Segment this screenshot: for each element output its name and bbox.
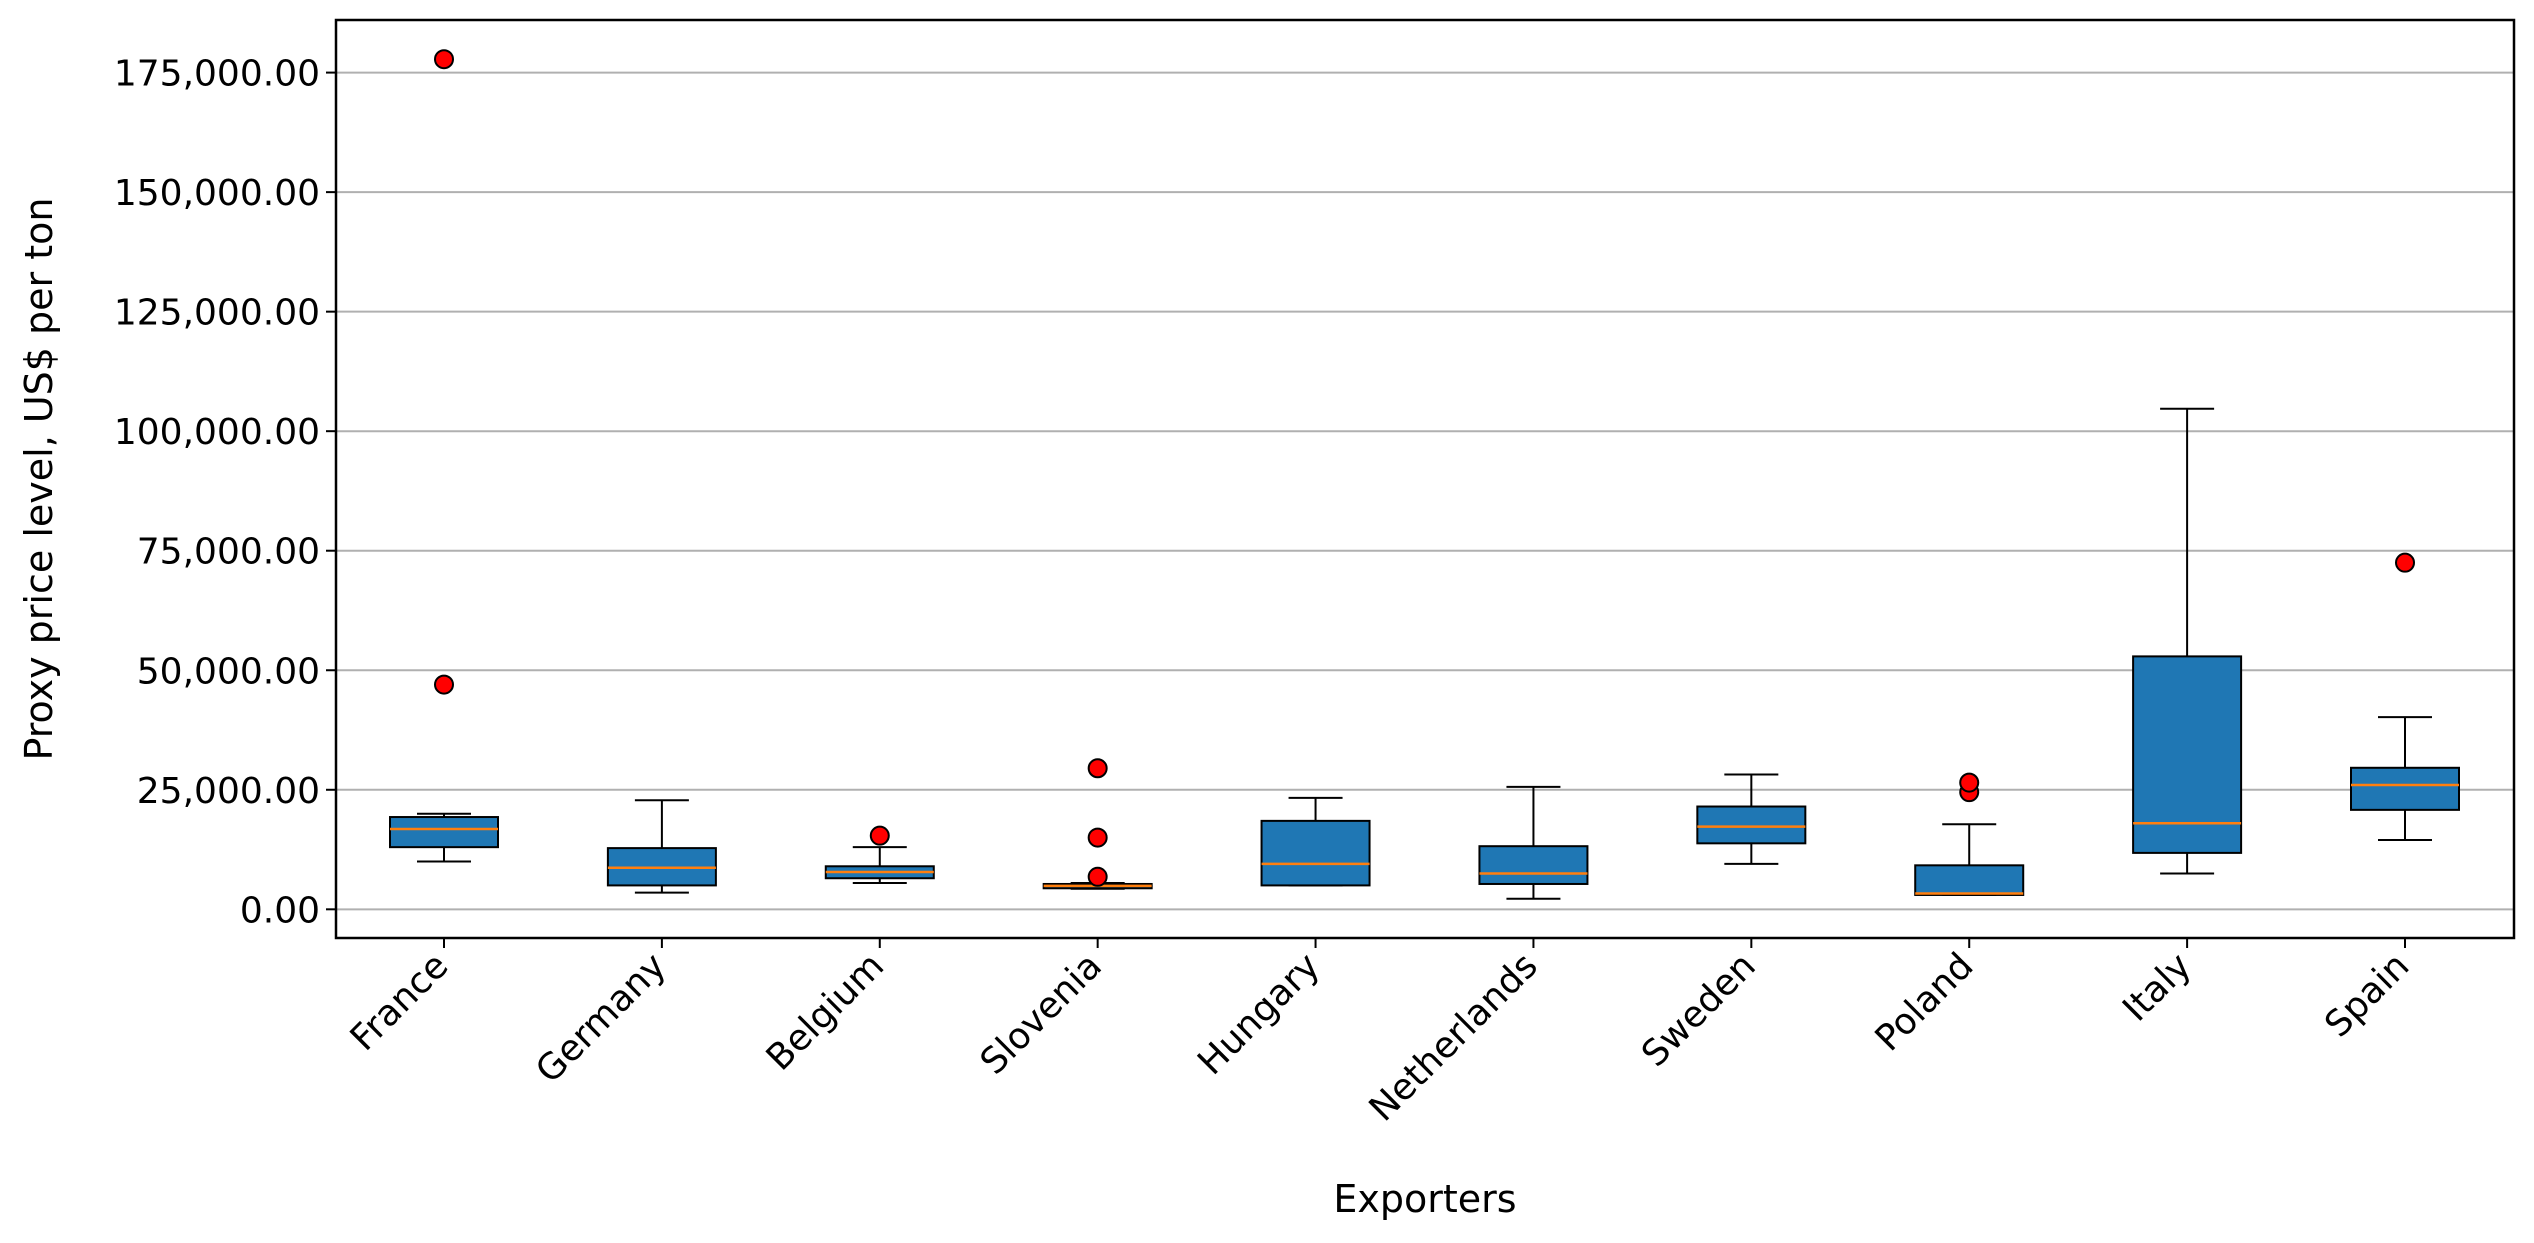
x-tick-label-belgium: Belgium <box>759 945 892 1078</box>
y-tick-label: 100,000.00 <box>114 412 320 453</box>
outlier-point <box>1087 758 1108 779</box>
outlier-point <box>2395 552 2415 573</box>
box-iqr <box>2350 766 2460 811</box>
box-group-sweden <box>1696 773 1807 865</box>
y-tick-label: 175,000.00 <box>114 54 320 95</box>
box-group-slovenia <box>1042 758 1153 890</box>
y-tick-label: 50,000.00 <box>137 651 320 692</box>
axis-layer: 0.00 25,000.00 50,000.00 75,000.00 100,000.0… <box>114 54 2417 1130</box>
box-iqr <box>389 816 499 849</box>
x-tick-label-netherlands: Netherlands <box>1362 945 1546 1129</box>
y-axis-label: Proxy price level, US$ per ton <box>17 198 61 761</box>
outlier-point <box>434 49 454 70</box>
grid-layer <box>336 71 2514 911</box>
outlier-point <box>1087 866 1108 887</box>
outlier-point <box>869 825 890 846</box>
y-tick-label: 0.00 <box>240 890 320 931</box>
box-layer <box>389 49 2460 900</box>
box-iqr <box>1696 805 1807 845</box>
box-iqr <box>1478 845 1589 885</box>
y-tick-label: 75,000.00 <box>137 532 320 573</box>
y-tick-label: 150,000.00 <box>114 173 320 214</box>
box-group-germany <box>606 799 717 894</box>
box-group-poland <box>1914 772 2025 896</box>
x-tick-label-slovenia: Slovenia <box>973 945 1110 1082</box>
x-tick-label-france: France <box>343 945 457 1059</box>
x-axis-label: Exporters <box>1333 1177 1516 1221</box>
plot-frame <box>334 18 2516 940</box>
box-group-netherlands <box>1478 785 1589 900</box>
box-iqr <box>1260 819 1371 887</box>
y-tick-label: 125,000.00 <box>114 293 320 334</box>
box-group-france <box>389 49 499 863</box>
box-group-hungary <box>1260 796 1371 887</box>
x-tick-label-sweden: Sweden <box>1634 945 1764 1075</box>
outlier-point <box>434 674 454 695</box>
outlier-point <box>1959 772 1980 793</box>
x-tick-label-hungary: Hungary <box>1190 945 1328 1083</box>
outlier-point <box>1087 827 1108 848</box>
y-tick-label: 25,000.00 <box>137 771 320 812</box>
box-group-italy <box>2132 407 2243 875</box>
x-tick-label-germany: Germany <box>528 945 674 1091</box>
x-tick-label-poland: Poland <box>1868 945 1982 1059</box>
x-tick-label-spain: Spain <box>2317 945 2417 1045</box>
box-group-belgium <box>824 825 935 885</box>
box-iqr <box>1914 864 2025 896</box>
box-group-spain <box>2350 552 2460 841</box>
box-iqr <box>2132 655 2243 854</box>
x-tick-label-italy: Italy <box>2115 945 2199 1029</box>
